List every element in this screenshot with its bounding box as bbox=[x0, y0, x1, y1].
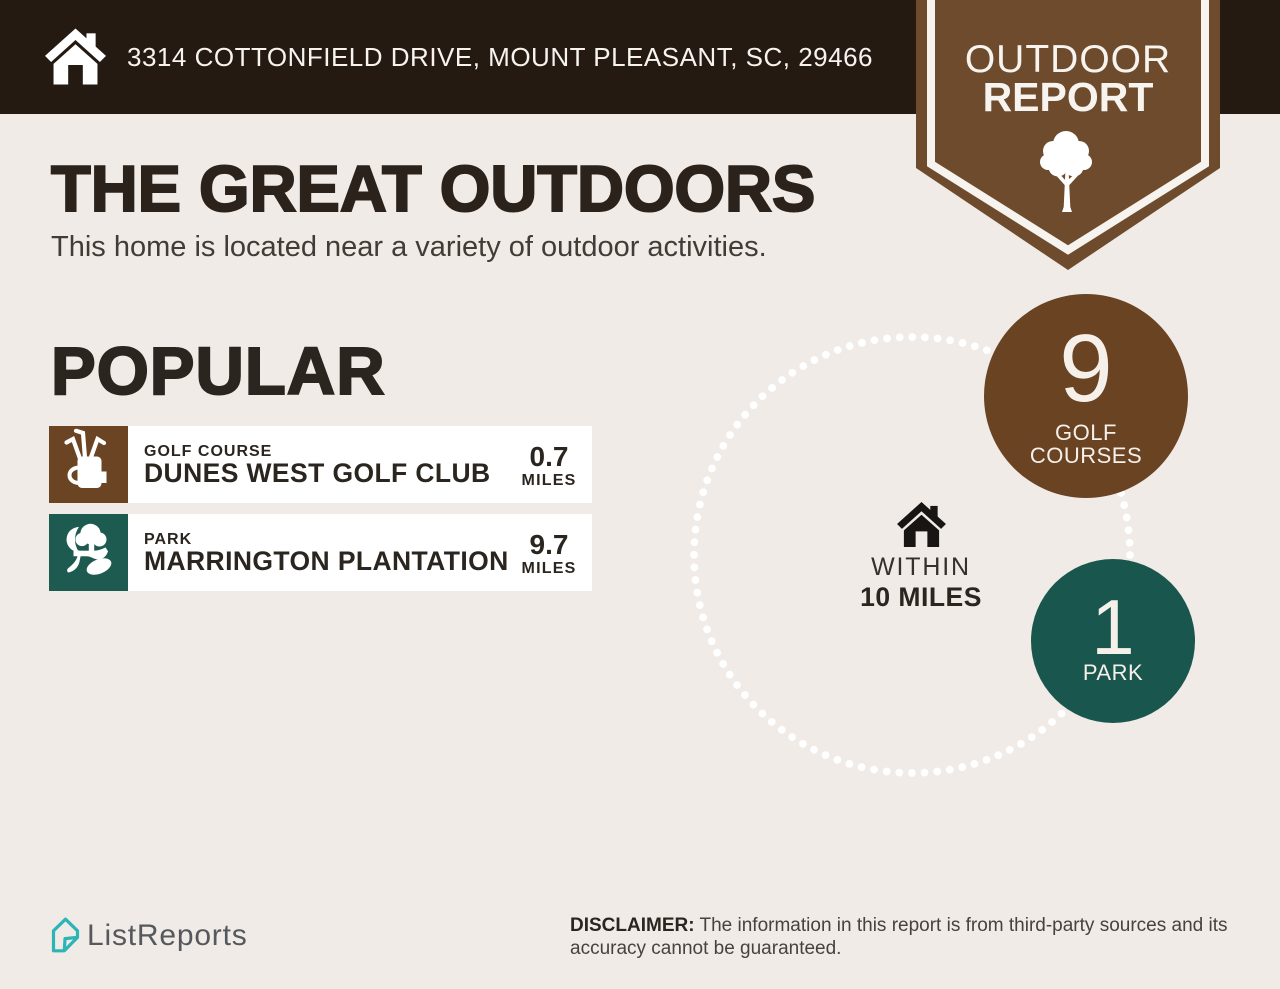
svg-text:OUTDOOR: OUTDOOR bbox=[965, 38, 1171, 81]
svg-text:REPORT: REPORT bbox=[983, 74, 1154, 120]
